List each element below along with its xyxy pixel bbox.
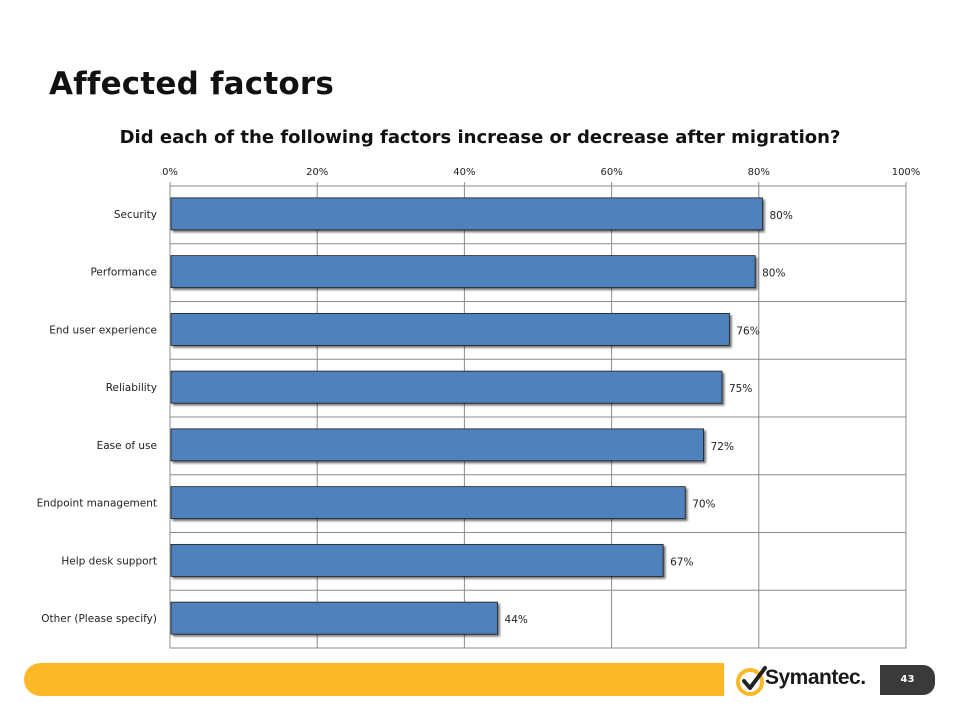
data-label: 80% [769,210,792,222]
bar [170,486,686,520]
chart-title: Did each of the following factors increa… [119,127,841,148]
category-label: Other (Please specify) [41,613,157,625]
footer-bar [24,663,724,696]
category-label: Performance [90,267,157,279]
bar [170,370,723,404]
category-label: Ease of use [97,440,157,452]
checkmark-icon [736,666,767,696]
data-label: 76% [736,325,759,337]
x-tick-label: 100% [892,167,921,178]
bar [170,312,730,346]
x-tick-label: 40% [453,167,475,178]
category-label: Reliability [106,382,157,394]
bar [170,255,756,289]
brand-name: Symantec. [765,666,866,689]
x-tick-label: 20% [306,167,328,178]
category-label: Help desk support [61,555,157,567]
category-label: Security [114,209,157,221]
bar [170,197,763,231]
bar [170,543,664,577]
x-tick-label: 0% [162,167,178,178]
data-label: 44% [505,614,528,626]
x-tick-label: 60% [600,167,622,178]
symantec-logo: Symantec. [735,663,870,697]
bar-chart: 0% 20% 40% 60% 80% 100% Security 80% Performance… [37,167,921,649]
slide-title: Affected factors [49,66,335,102]
data-label: 72% [711,441,734,453]
page-number: 43 [880,665,935,695]
x-tick-label: 80% [748,167,770,178]
data-label: 70% [692,499,715,511]
data-label: 75% [729,383,752,395]
category-label: End user experience [49,324,157,336]
bar [170,601,498,635]
data-label: 67% [670,556,693,568]
bar [170,428,704,462]
data-label: 80% [762,268,785,280]
category-label: Endpoint management [37,498,157,510]
